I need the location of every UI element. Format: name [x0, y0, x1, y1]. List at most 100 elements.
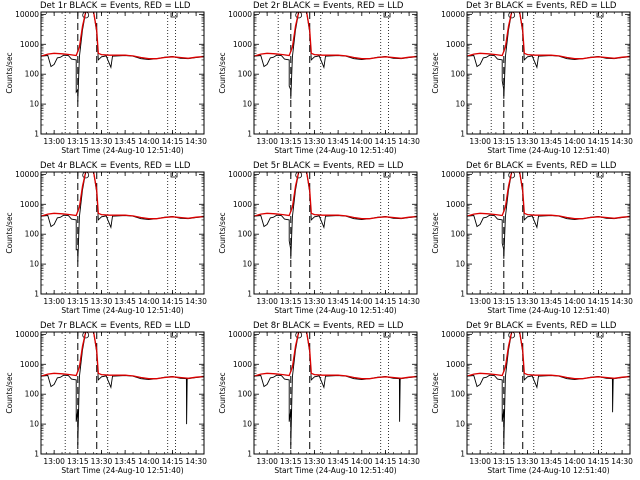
plot-frame	[40, 11, 205, 135]
end-marker	[383, 13, 391, 18]
y-tick-label: 100	[25, 390, 40, 399]
y-tick-label: 1	[460, 450, 465, 459]
x-tick-label: 14:00	[564, 137, 586, 146]
series-lld	[254, 12, 417, 60]
y-tick-label: 10000	[15, 10, 39, 19]
x-tick-label: 14:15	[162, 297, 184, 306]
y-tick-label: 10	[242, 260, 252, 269]
series-lld	[254, 332, 417, 380]
panel-det-9: Det 9r BLACK = Events, RED = LLD 1 10 100 10…	[431, 321, 633, 475]
plot-frame	[253, 11, 418, 135]
panel-title: Det 4r BLACK = Events, RED = LLD	[40, 161, 191, 171]
x-axis-label: Start Time (24-Aug-10 12:51:40)	[61, 306, 183, 315]
x-tick-label: 14:30	[185, 457, 207, 466]
y-tick-label: 1	[460, 290, 465, 299]
panel-title: Det 5r BLACK = Events, RED = LLD	[253, 161, 404, 171]
series-lld	[41, 172, 204, 220]
y-tick-label: 1	[34, 290, 39, 299]
peak-marker	[82, 11, 90, 19]
x-tick-label: 13:45	[540, 457, 562, 466]
end-marker	[383, 333, 391, 338]
plot-frame	[40, 171, 205, 295]
x-axis-label: Start Time (24-Aug-10 12:51:40)	[274, 466, 396, 475]
x-axis-label: Start Time (24-Aug-10 12:51:40)	[487, 306, 609, 315]
plot-frame	[253, 171, 418, 295]
x-tick-label: 13:30	[91, 137, 113, 146]
y-tick-label: 10	[455, 100, 465, 109]
y-tick-label: 10	[242, 420, 252, 429]
panel-det-1: Det 1r BLACK = Events, RED = LLD 1 10 100 10…	[5, 1, 207, 155]
y-tick-label: 10	[29, 420, 39, 429]
x-tick-label: 13:30	[304, 457, 326, 466]
end-marker	[170, 13, 178, 18]
x-tick-label: 13:00	[256, 457, 278, 466]
plot-frame	[466, 11, 631, 135]
y-tick-label: 10000	[228, 330, 252, 339]
y-tick-label: 100	[238, 230, 253, 239]
peak-marker	[295, 331, 303, 339]
x-tick-label: 14:00	[138, 297, 160, 306]
y-tick-label: 10	[29, 260, 39, 269]
y-tick-label: 100	[238, 70, 253, 79]
y-tick-label: 1000	[233, 40, 252, 49]
x-tick-label: 14:30	[611, 297, 633, 306]
y-axis-label: Counts/sec	[5, 372, 14, 413]
y-tick-label: 100	[25, 230, 40, 239]
panel-title: Det 7r BLACK = Events, RED = LLD	[40, 321, 191, 331]
x-axis-label: Start Time (24-Aug-10 12:51:40)	[274, 146, 396, 155]
y-tick-label: 1000	[233, 360, 252, 369]
panel-title: Det 1r BLACK = Events, RED = LLD	[40, 1, 191, 11]
y-tick-label: 1000	[20, 360, 39, 369]
x-tick-label: 13:00	[43, 457, 65, 466]
x-tick-label: 13:30	[517, 457, 539, 466]
x-tick-label: 13:00	[469, 297, 491, 306]
panel-det-3: Det 3r BLACK = Events, RED = LLD 1 10 100 10…	[431, 1, 633, 155]
x-tick-label: 13:45	[114, 457, 136, 466]
x-tick-label: 13:30	[91, 457, 113, 466]
y-tick-label: 10000	[15, 330, 39, 339]
panel-title: Det 8r BLACK = Events, RED = LLD	[253, 321, 404, 331]
x-tick-label: 13:30	[304, 297, 326, 306]
x-tick-label: 14:00	[138, 457, 160, 466]
y-tick-label: 1	[460, 130, 465, 139]
x-tick-label: 13:15	[67, 457, 89, 466]
x-tick-label: 13:00	[43, 137, 65, 146]
x-tick-label: 13:30	[304, 137, 326, 146]
y-axis-label: Counts/sec	[218, 212, 227, 253]
plot-frame	[466, 171, 631, 295]
plot-frame	[40, 331, 205, 455]
x-axis-label: Start Time (24-Aug-10 12:51:40)	[61, 466, 183, 475]
x-tick-label: 13:00	[43, 297, 65, 306]
x-tick-label: 14:30	[398, 457, 420, 466]
y-tick-label: 10000	[15, 170, 39, 179]
y-tick-label: 10000	[228, 10, 252, 19]
y-tick-label: 10000	[441, 10, 465, 19]
y-tick-label: 100	[25, 70, 40, 79]
panel-det-5: Det 5r BLACK = Events, RED = LLD 1 10 100 10…	[218, 161, 420, 315]
y-tick-label: 10	[455, 260, 465, 269]
x-tick-label: 13:45	[114, 297, 136, 306]
x-axis-label: Start Time (24-Aug-10 12:51:40)	[274, 306, 396, 315]
plot-frame	[466, 331, 631, 455]
y-axis-label: Counts/sec	[431, 212, 440, 253]
series-events	[254, 332, 417, 446]
y-axis-label: Counts/sec	[218, 372, 227, 413]
y-tick-label: 100	[238, 390, 253, 399]
panel-title: Det 9r BLACK = Events, RED = LLD	[466, 321, 617, 331]
x-tick-label: 13:45	[327, 297, 349, 306]
panel-det-6: Det 6r BLACK = Events, RED = LLD 1 10 100 10…	[431, 161, 633, 315]
series-lld	[467, 12, 630, 60]
y-axis-label: Counts/sec	[431, 52, 440, 93]
x-tick-label: 14:30	[185, 137, 207, 146]
x-tick-label: 13:00	[256, 297, 278, 306]
y-axis-label: Counts/sec	[218, 52, 227, 93]
end-marker	[383, 173, 391, 178]
x-tick-label: 14:00	[564, 457, 586, 466]
end-marker	[596, 173, 604, 178]
y-tick-label: 1	[247, 130, 252, 139]
x-tick-label: 13:45	[327, 137, 349, 146]
panel-det-2: Det 2r BLACK = Events, RED = LLD 1 10 100 10…	[218, 1, 420, 155]
x-tick-label: 13:45	[540, 137, 562, 146]
end-marker	[170, 333, 178, 338]
